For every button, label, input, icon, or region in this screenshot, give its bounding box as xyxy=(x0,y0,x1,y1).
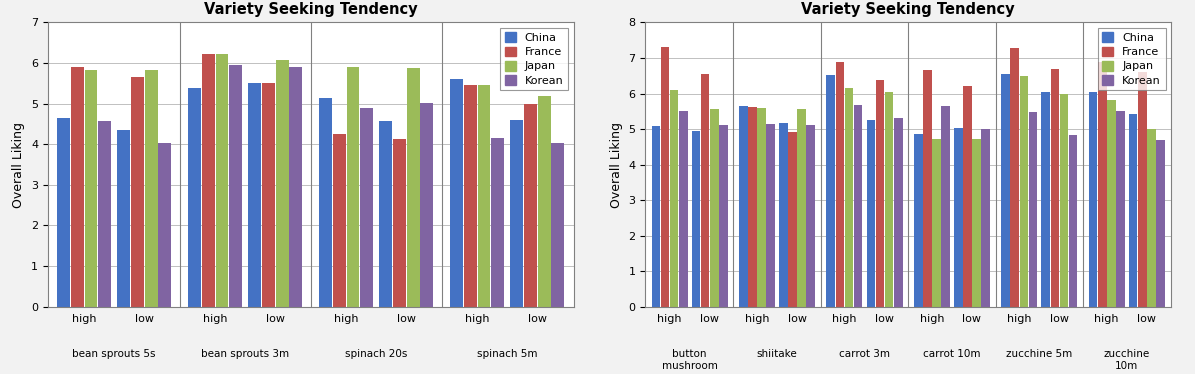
Bar xyxy=(117,130,130,307)
Bar xyxy=(145,70,158,307)
Bar xyxy=(538,95,551,307)
Bar xyxy=(942,106,950,307)
Bar xyxy=(215,54,228,307)
Bar xyxy=(71,67,84,307)
Bar xyxy=(131,77,143,307)
Bar xyxy=(1107,100,1116,307)
Bar xyxy=(963,86,972,307)
Bar xyxy=(379,121,392,307)
Bar xyxy=(523,104,537,307)
Bar xyxy=(262,83,275,307)
Bar xyxy=(1019,76,1028,307)
Bar xyxy=(421,103,433,307)
Text: carrot 10m: carrot 10m xyxy=(924,349,981,359)
Bar xyxy=(797,110,805,307)
Bar xyxy=(1068,135,1078,307)
Bar xyxy=(954,128,963,307)
Y-axis label: Overall Liking: Overall Liking xyxy=(12,122,25,208)
Bar xyxy=(1098,62,1107,307)
Bar xyxy=(932,139,940,307)
Bar xyxy=(807,125,815,307)
Bar xyxy=(551,144,564,307)
Bar xyxy=(347,67,360,307)
Text: carrot 3m: carrot 3m xyxy=(839,349,890,359)
Bar xyxy=(670,90,679,307)
Bar xyxy=(1156,140,1165,307)
Bar xyxy=(758,108,766,307)
Bar xyxy=(1029,112,1037,307)
Bar xyxy=(451,79,464,307)
Bar xyxy=(748,107,756,307)
Legend: China, France, Japan, Korean: China, France, Japan, Korean xyxy=(501,28,568,90)
Bar xyxy=(866,120,875,307)
Bar xyxy=(845,88,853,307)
Bar xyxy=(1001,74,1010,307)
Y-axis label: Overall Liking: Overall Liking xyxy=(609,122,623,208)
Bar xyxy=(853,105,863,307)
Bar xyxy=(57,118,71,307)
Bar xyxy=(393,140,406,307)
Bar xyxy=(464,85,477,307)
Bar xyxy=(333,134,345,307)
Bar xyxy=(276,60,288,307)
Bar xyxy=(98,121,111,307)
Bar xyxy=(661,47,669,307)
Text: zucchine 5m: zucchine 5m xyxy=(1006,349,1072,359)
Bar xyxy=(779,123,788,307)
Bar xyxy=(876,80,884,307)
Bar xyxy=(1089,92,1097,307)
Bar xyxy=(923,70,932,307)
Text: button
mushroom: button mushroom xyxy=(662,349,717,371)
Text: spinach 20s: spinach 20s xyxy=(345,349,407,359)
Text: bean sprouts 5s: bean sprouts 5s xyxy=(73,349,157,359)
Bar xyxy=(189,88,201,307)
Bar xyxy=(1060,94,1068,307)
Bar xyxy=(835,62,844,307)
Title: Variety Seeking Tendency: Variety Seeking Tendency xyxy=(204,2,417,17)
Bar xyxy=(739,106,748,307)
Bar xyxy=(289,67,302,307)
Title: Variety Seeking Tendency: Variety Seeking Tendency xyxy=(802,2,1015,17)
Bar xyxy=(360,108,373,307)
Legend: China, France, Japan, Korean: China, France, Japan, Korean xyxy=(1098,28,1165,90)
Bar xyxy=(85,70,98,307)
Bar xyxy=(202,54,215,307)
Bar xyxy=(914,134,923,307)
Bar xyxy=(651,126,661,307)
Bar xyxy=(478,85,490,307)
Bar xyxy=(789,132,797,307)
Bar xyxy=(406,68,419,307)
Text: shiitake: shiitake xyxy=(756,349,797,359)
Text: bean sprouts 3m: bean sprouts 3m xyxy=(201,349,289,359)
Bar xyxy=(249,83,262,307)
Bar xyxy=(766,124,776,307)
Bar xyxy=(1147,129,1156,307)
Bar xyxy=(229,65,243,307)
Bar xyxy=(158,144,171,307)
Bar xyxy=(1116,111,1124,307)
Bar xyxy=(894,118,902,307)
Bar xyxy=(884,92,894,307)
Bar xyxy=(700,74,710,307)
Bar xyxy=(973,139,981,307)
Bar xyxy=(1041,92,1050,307)
Bar xyxy=(692,131,700,307)
Bar xyxy=(1138,72,1146,307)
Text: zucchine
10m: zucchine 10m xyxy=(1104,349,1150,371)
Bar xyxy=(827,75,835,307)
Bar xyxy=(1011,48,1019,307)
Bar xyxy=(679,111,687,307)
Bar xyxy=(1050,69,1059,307)
Text: spinach 5m: spinach 5m xyxy=(477,349,538,359)
Bar xyxy=(491,138,504,307)
Bar xyxy=(981,129,989,307)
Bar xyxy=(710,110,718,307)
Bar xyxy=(510,120,523,307)
Bar xyxy=(719,125,728,307)
Bar xyxy=(1129,114,1138,307)
Bar xyxy=(319,98,332,307)
